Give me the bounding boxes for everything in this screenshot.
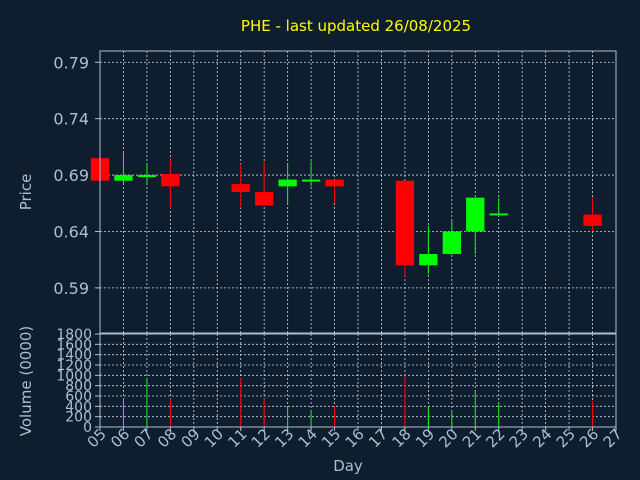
candle-body-18 (395, 180, 415, 266)
candle-body-11 (231, 184, 250, 192)
candle-body-21 (466, 197, 485, 232)
candle-body-26 (583, 214, 602, 226)
volume-tick-label: 0 (83, 420, 92, 436)
candle-body-07 (137, 175, 157, 178)
price-tick-label: 0.59 (53, 279, 89, 298)
candle-body-19 (419, 254, 438, 266)
volume-tick-label: 1200 (56, 358, 92, 374)
volume-tick-label: 200 (65, 410, 92, 426)
volume-tick-label: 1600 (56, 337, 92, 353)
candle-body-14 (301, 179, 321, 182)
day-axis-label: Day (333, 457, 363, 475)
price-tick-label: 0.74 (53, 110, 89, 129)
candle-body-12 (255, 192, 274, 206)
volume-tick-label: 1800 (56, 327, 92, 343)
price-axis-label: Price (17, 174, 35, 211)
volume-tick-label: 600 (65, 389, 92, 405)
candle-body-13 (278, 179, 297, 187)
volume-tick-label: 800 (65, 379, 92, 395)
candle-body-06 (114, 175, 133, 181)
volume-axis-label: Volume (0000) (17, 326, 35, 436)
chart-title: PHE - last updated 26/08/2025 (241, 17, 471, 35)
price-tick-label: 0.69 (53, 166, 89, 185)
price-panel-frame (99, 50, 617, 334)
price-tick-label: 0.64 (53, 222, 89, 241)
volume-tick-label: 1400 (56, 348, 92, 364)
candle-body-15 (325, 179, 344, 187)
candle-body-20 (442, 231, 461, 255)
price-tick-label: 0.79 (53, 53, 89, 72)
volume-tick-label: 400 (65, 399, 92, 415)
candle-body-08 (161, 173, 180, 187)
price-panel: 0.59 0.64 0.69 0.74 0.79 (53, 50, 617, 334)
volume-panel-frame (99, 333, 617, 428)
volume-tick-label: 1000 (56, 368, 92, 384)
candle-body-22 (489, 213, 508, 216)
